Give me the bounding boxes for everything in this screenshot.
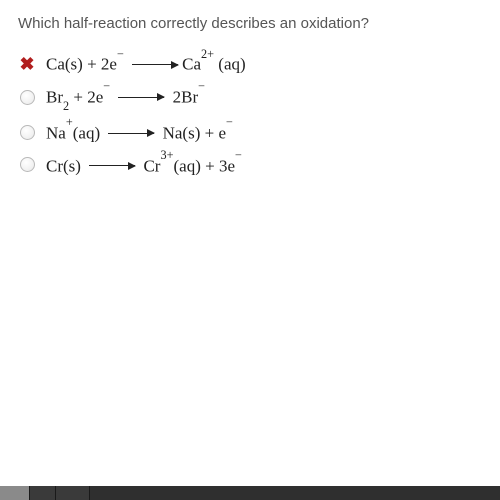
option-1[interactable]: ✖ Ca(s) + 2e− Ca2+ (aq)	[18, 52, 482, 75]
radio-circle	[20, 125, 35, 140]
option-4-equation: Cr(s) Cr3+(aq) + 3e−	[46, 154, 242, 177]
radio-circle	[20, 90, 35, 105]
option-2-equation: Br2 + 2e− 2Br−	[46, 85, 205, 111]
footer-bar	[0, 486, 500, 500]
option-1-equation: Ca(s) + 2e− Ca2+ (aq)	[46, 52, 246, 75]
option-4[interactable]: Cr(s) Cr3+(aq) + 3e−	[18, 154, 482, 177]
options-list: ✖ Ca(s) + 2e− Ca2+ (aq) Br2 + 2e− 2Br− N…	[18, 52, 482, 176]
wrong-icon: ✖	[18, 55, 36, 73]
footer-seg-3	[56, 486, 90, 500]
option-2[interactable]: Br2 + 2e− 2Br−	[18, 85, 482, 111]
footer-seg-2	[30, 486, 56, 500]
question-text: Which half-reaction correctly describes …	[18, 14, 482, 34]
option-3-equation: Na+(aq) Na(s) + e−	[46, 121, 233, 144]
radio-icon[interactable]	[18, 156, 36, 174]
option-3[interactable]: Na+(aq) Na(s) + e−	[18, 121, 482, 144]
footer-seg-1	[0, 486, 30, 500]
radio-icon[interactable]	[18, 123, 36, 141]
radio-circle	[20, 157, 35, 172]
radio-icon[interactable]	[18, 89, 36, 107]
wrong-x-glyph: ✖	[19, 55, 34, 73]
